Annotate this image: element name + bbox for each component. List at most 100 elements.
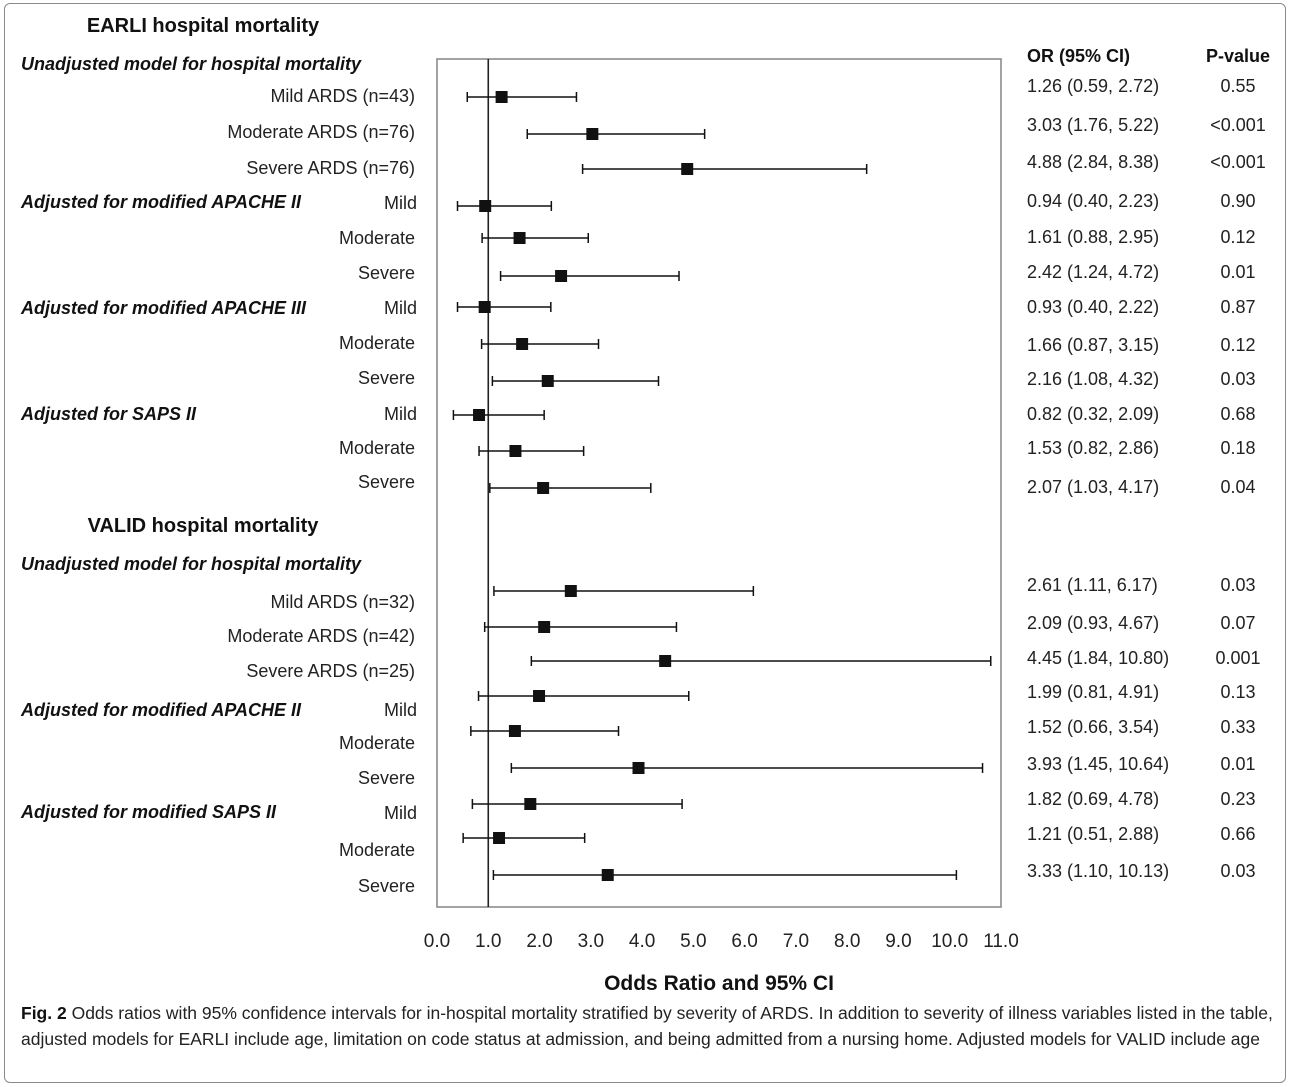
row-label: Severe [358,368,415,388]
x-tick-label: 3.0 [578,931,604,952]
x-tick-label: 6.0 [731,931,757,952]
point-estimate [513,232,526,244]
p-value: 0.68 [1220,404,1255,424]
row-label: Moderate ARDS (n=42) [227,626,415,646]
point-estimate [479,200,492,212]
row-label: Moderate [339,333,415,353]
or-ci-value: 1.52 (0.66, 3.54) [1027,717,1159,737]
row-label: Moderate [339,840,415,860]
x-axis-label: Odds Ratio and 95% CI [604,972,834,994]
p-value: 0.03 [1220,575,1255,595]
point-estimate [564,585,577,597]
or-ci-value: 2.09 (0.93, 4.67) [1027,613,1159,633]
point-estimate [586,128,599,140]
or-ci-value: 1.66 (0.87, 3.15) [1027,335,1159,355]
or-ci-value: 1.82 (0.69, 4.78) [1027,789,1159,809]
group-heading: Unadjusted model for hospital mortality [21,54,362,74]
caption-text: Odds ratios with 95% confidence interval… [21,1003,1273,1049]
p-value: 0.12 [1220,335,1255,355]
p-value: <0.001 [1210,115,1266,135]
row-label: Mild [384,700,417,720]
row-label: Mild ARDS (n=43) [270,86,415,106]
group-heading: Adjusted for modified APACHE II [20,700,302,720]
row-label: Mild [384,404,417,424]
point-estimate [537,482,550,494]
point-estimate [524,798,537,810]
p-value: 0.03 [1220,369,1255,389]
x-tick-label: 5.0 [680,931,706,952]
plot-frame [436,58,1002,908]
p-value: 0.55 [1220,76,1255,96]
figure-caption: Fig. 2 Odds ratios with 95% confidence i… [21,1000,1283,1052]
or-ci-value: 4.88 (2.84, 8.38) [1027,152,1159,172]
p-value: 0.13 [1220,682,1255,702]
row-label: Moderate [339,228,415,248]
or-ci-value: 2.42 (1.24, 4.72) [1027,262,1159,282]
p-value: 0.04 [1220,477,1255,497]
p-value: 0.12 [1220,227,1255,247]
p-value: <0.001 [1210,152,1266,172]
x-tick-label: 2.0 [526,931,552,952]
group-heading: Adjusted for modified SAPS II [20,802,277,822]
point-estimate [659,655,672,667]
group-heading: Unadjusted model for hospital mortality [21,554,362,574]
p-value: 0.01 [1220,754,1255,774]
point-estimate [541,375,554,387]
or-ci-value: 3.93 (1.45, 10.64) [1027,754,1169,774]
row-label: Mild [384,803,417,823]
row-label: Severe [358,263,415,283]
or-column-header: OR (95% CI) [1027,46,1130,66]
or-ci-value: 2.07 (1.03, 4.17) [1027,477,1159,497]
row-label: Severe ARDS (n=76) [246,158,415,178]
p-value: 0.23 [1220,789,1255,809]
p-column-header: P-value [1206,46,1270,66]
point-estimate [555,270,568,282]
or-ci-value: 1.99 (0.81, 4.91) [1027,682,1159,702]
figure-frame: 0.0 1.0 2.0 3.0 4.0 5.0 6.0 7.0 8.0 9.0 10.0 11.0 Od… [4,3,1286,1083]
row-label: Mild ARDS (n=32) [270,592,415,612]
p-value: 0.90 [1220,191,1255,211]
row-label: Moderate [339,438,415,458]
row-label: Severe [358,876,415,896]
or-ci-value: 1.26 (0.59, 2.72) [1027,76,1159,96]
point-estimate [495,91,508,103]
x-tick-label: 11.0 [983,931,1019,952]
row-label: Severe [358,472,415,492]
point-estimate [509,445,522,457]
or-ci-value: 4.45 (1.84, 10.80) [1027,648,1169,668]
point-estimate [493,832,506,844]
x-tick-label: 9.0 [885,931,911,952]
or-ci-value: 2.16 (1.08, 4.32) [1027,369,1159,389]
x-tick-label: 10.0 [931,931,968,952]
x-tick-label: 8.0 [834,931,860,952]
p-value: 0.01 [1220,262,1255,282]
row-label: Severe [358,768,415,788]
or-ci-value: 3.03 (1.76, 5.22) [1027,115,1159,135]
p-value: 0.87 [1220,297,1255,317]
or-ci-value: 0.94 (0.40, 2.23) [1027,191,1159,211]
group-heading: Adjusted for modified APACHE III [20,298,307,318]
point-estimate [478,301,491,313]
p-value: 0.66 [1220,824,1255,844]
p-value: 0.001 [1215,648,1260,668]
point-estimate [681,163,694,175]
p-value: 0.03 [1220,861,1255,881]
point-estimate [538,621,551,633]
row-label: Mild [384,298,417,318]
point-estimate [508,725,521,737]
p-value: 0.18 [1220,438,1255,458]
or-ci-value: 1.53 (0.82, 2.86) [1027,438,1159,458]
or-ci-value: 1.61 (0.88, 2.95) [1027,227,1159,247]
x-tick-label: 0.0 [424,931,450,952]
p-value: 0.33 [1220,717,1255,737]
group-heading: Adjusted for modified APACHE II [20,192,302,212]
or-ci-value: 0.93 (0.40, 2.22) [1027,297,1159,317]
or-ci-value: 3.33 (1.10, 10.13) [1027,861,1169,881]
point-estimate [516,338,529,350]
point-estimate [601,869,614,881]
point-estimate [473,409,486,421]
row-label: Mild [384,193,417,213]
or-ci-value: 0.82 (0.32, 2.09) [1027,404,1159,424]
section-title: EARLI hospital mortality [87,15,320,37]
p-value: 0.07 [1220,613,1255,633]
